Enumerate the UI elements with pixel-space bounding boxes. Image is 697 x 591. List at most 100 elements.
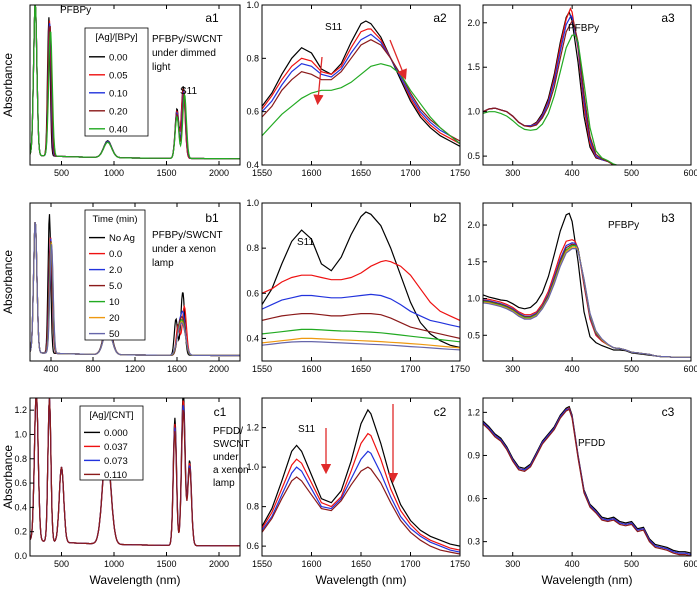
axes-frame (261, 397, 461, 557)
series-line-b2-3 (262, 313, 460, 339)
series-line-c1-3 (30, 398, 240, 547)
legend-label: 0.05 (109, 70, 128, 81)
series-line-a3-3 (483, 20, 616, 165)
x-tick-label: 1000 (104, 168, 124, 178)
series-line-a2-3 (262, 39, 460, 142)
panel-label: b1 (205, 211, 219, 225)
legend-title: [Ag]/[CNT] (89, 410, 133, 421)
series-line-b2-2 (262, 293, 460, 328)
legend-label: 50 (109, 329, 120, 340)
x-tick-label: 1600 (301, 559, 321, 569)
series-line-b1-6 (30, 221, 240, 357)
series-line-a2-2 (262, 33, 460, 145)
y-tick-label: 2.0 (467, 18, 480, 28)
y-axis-label: Absorbance (1, 445, 15, 509)
panel-c2: 1550 1600 1650 1700 1750 0.6 0.8 1.0 1.2 Waveleng… (246, 397, 470, 587)
x-tick-label: 1750 (450, 168, 470, 178)
axes-frame (482, 4, 692, 166)
x-tick-label: 1650 (351, 168, 371, 178)
series-line-b2-0 (262, 211, 460, 349)
y-tick-label: 0.8 (246, 53, 259, 63)
series-line-c3-0 (483, 405, 691, 554)
plot-area (262, 211, 460, 351)
plot-area (483, 7, 619, 165)
panel-label: a3 (661, 11, 675, 25)
panel-label: c3 (662, 405, 675, 419)
panel-note: PFBPy/SWCNT under a xenon lamp (152, 230, 223, 269)
x-tick-label: 2000 (209, 559, 229, 569)
panel-label: b3 (661, 211, 675, 225)
panel-note-line: lamp (152, 258, 174, 269)
panel-c1: 500 1000 1500 2000 0.0 0.2 0.4 0.6 0.8 1.0 1.2 Abso… (1, 397, 250, 587)
x-tick-label: 1550 (252, 168, 272, 178)
panel-note-line: a xenon (213, 465, 249, 476)
x-tick-label: 400 (43, 364, 58, 374)
x-tick-label: 500 (54, 168, 69, 178)
y-tick-label: 0.8 (14, 454, 27, 464)
legend-title: [Ag]/[BPy] (95, 32, 137, 43)
panel-note: PFBPy/SWCNT under dimmed light (152, 34, 223, 73)
y-tick-label: 0.4 (246, 333, 259, 343)
x-tick-label: 500 (624, 364, 639, 374)
x-tick-label: 1700 (400, 364, 420, 374)
panel-note-line: SWCNT (213, 439, 250, 450)
x-tick-label: 500 (624, 168, 639, 178)
y-tick-label: 0.4 (246, 160, 259, 170)
y-tick-label: 1.2 (14, 405, 27, 415)
series-line-a3-4 (483, 34, 619, 165)
legend-label: 0.000 (104, 428, 128, 439)
y-tick-label: 0.6 (246, 541, 259, 551)
legend-label: 0.10 (109, 88, 128, 99)
y-tick-label: 1.2 (246, 423, 259, 433)
x-tick-label: 1500 (156, 559, 176, 569)
plot-area (30, 214, 240, 357)
panel-note-line: under (213, 452, 239, 463)
x-axis-label: Wavelength (nm) (90, 573, 181, 587)
y-tick-label: 1.2 (467, 407, 480, 417)
panel-note-line: PFBPy/SWCNT (152, 230, 223, 241)
series-line-b2-1 (262, 259, 460, 321)
axes-frame (482, 202, 692, 362)
series-line-a3-1 (483, 7, 616, 165)
x-tick-label: 300 (505, 364, 520, 374)
plot-area (483, 405, 691, 556)
series-line-c2-3 (262, 466, 460, 555)
y-tick-label: 1.0 (467, 107, 480, 117)
x-tick-label: 400 (565, 364, 580, 374)
y-tick-label: 1.0 (467, 294, 480, 304)
panel-label: a1 (205, 11, 219, 25)
x-tick-label: 2000 (209, 364, 229, 374)
plot-area (30, 5, 240, 160)
legend-label: 0.40 (109, 124, 128, 135)
legend-label: 0.00 (109, 52, 128, 63)
panel-a1: 500100015002000Absorbancea1PFBPyS22S11[A… (1, 4, 241, 178)
series-line-c3-1 (483, 407, 691, 556)
x-tick-label: 1650 (351, 364, 371, 374)
series-line-b2-4 (262, 328, 460, 343)
legend-box (79, 405, 144, 481)
axes-frame (29, 4, 241, 166)
series-line-a1-4 (30, 5, 240, 160)
x-tick-label: 1700 (400, 168, 420, 178)
annotation-label: PFDD (578, 438, 605, 449)
legend-label: 0.20 (109, 106, 128, 117)
annotation-label: PFBPy (60, 5, 91, 16)
series-line-a2-1 (262, 28, 460, 145)
annotation-label: S11 (298, 424, 315, 435)
panel-note-line: under dimmed (152, 48, 216, 59)
x-axis-label: Wavelength (nm) (542, 573, 633, 587)
plot-area (262, 408, 460, 555)
x-tick-label: 400 (565, 168, 580, 178)
plot-area (262, 20, 460, 147)
x-tick-label: 1550 (252, 559, 272, 569)
y-tick-label: 0.3 (467, 537, 480, 547)
x-tick-label: 1600 (301, 168, 321, 178)
panel-label: a2 (433, 11, 447, 25)
panel-label: b2 (433, 211, 447, 225)
x-tick-label: 1550 (252, 364, 272, 374)
x-tick-label: 600 (683, 168, 697, 178)
panel-note: PFDD/SWCNT under a xenon lamp (213, 426, 250, 489)
x-tick-label: 1000 (104, 559, 124, 569)
x-tick-label: 300 (505, 168, 520, 178)
